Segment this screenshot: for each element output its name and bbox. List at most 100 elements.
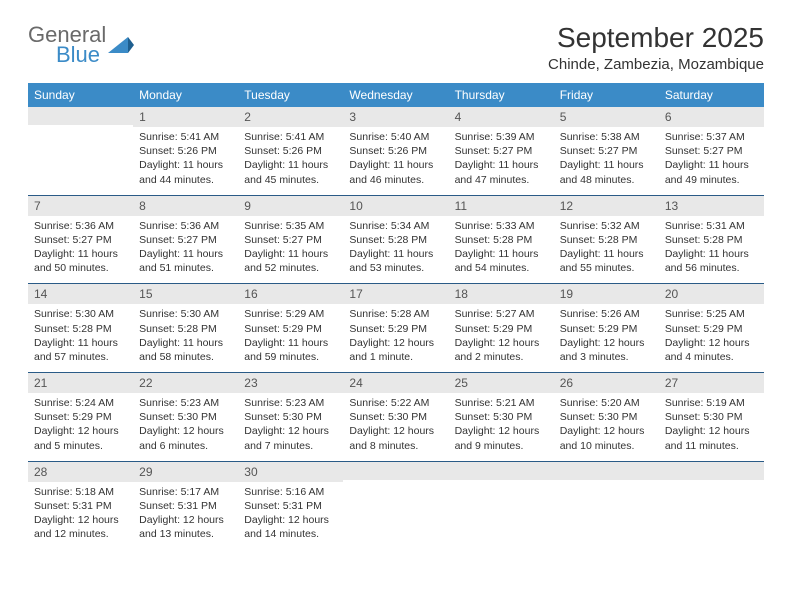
calendar-week-row: 28Sunrise: 5:18 AMSunset: 5:31 PMDayligh… xyxy=(28,461,764,549)
weekday-header: Friday xyxy=(554,83,659,107)
day-number-empty xyxy=(659,462,764,480)
calendar-day-cell: 18Sunrise: 5:27 AMSunset: 5:29 PMDayligh… xyxy=(449,284,554,373)
day-body-empty xyxy=(449,480,554,532)
day-number: 1 xyxy=(133,107,238,127)
calendar-day-cell: 6Sunrise: 5:37 AMSunset: 5:27 PMDaylight… xyxy=(659,107,764,195)
day-number: 9 xyxy=(238,196,343,216)
day-number: 23 xyxy=(238,373,343,393)
calendar-day-cell xyxy=(554,461,659,549)
day-body: Sunrise: 5:37 AMSunset: 5:27 PMDaylight:… xyxy=(659,127,764,195)
calendar-day-cell: 3Sunrise: 5:40 AMSunset: 5:26 PMDaylight… xyxy=(343,107,448,195)
calendar-day-cell: 22Sunrise: 5:23 AMSunset: 5:30 PMDayligh… xyxy=(133,373,238,462)
day-body: Sunrise: 5:26 AMSunset: 5:29 PMDaylight:… xyxy=(554,304,659,372)
calendar-day-cell: 13Sunrise: 5:31 AMSunset: 5:28 PMDayligh… xyxy=(659,195,764,284)
day-number: 28 xyxy=(28,462,133,482)
logo: General Blue xyxy=(28,22,134,68)
calendar-week-row: 7Sunrise: 5:36 AMSunset: 5:27 PMDaylight… xyxy=(28,195,764,284)
day-number: 29 xyxy=(133,462,238,482)
calendar-day-cell: 30Sunrise: 5:16 AMSunset: 5:31 PMDayligh… xyxy=(238,461,343,549)
day-body: Sunrise: 5:41 AMSunset: 5:26 PMDaylight:… xyxy=(133,127,238,195)
calendar-week-row: 14Sunrise: 5:30 AMSunset: 5:28 PMDayligh… xyxy=(28,284,764,373)
calendar-day-cell: 28Sunrise: 5:18 AMSunset: 5:31 PMDayligh… xyxy=(28,461,133,549)
title-block: September 2025 Chinde, Zambezia, Mozambi… xyxy=(548,22,764,73)
month-title: September 2025 xyxy=(548,22,764,54)
calendar-day-cell: 4Sunrise: 5:39 AMSunset: 5:27 PMDaylight… xyxy=(449,107,554,195)
day-number: 3 xyxy=(343,107,448,127)
day-number: 18 xyxy=(449,284,554,304)
calendar-day-cell: 9Sunrise: 5:35 AMSunset: 5:27 PMDaylight… xyxy=(238,195,343,284)
day-body: Sunrise: 5:20 AMSunset: 5:30 PMDaylight:… xyxy=(554,393,659,461)
day-body: Sunrise: 5:36 AMSunset: 5:27 PMDaylight:… xyxy=(28,216,133,284)
calendar-day-cell: 19Sunrise: 5:26 AMSunset: 5:29 PMDayligh… xyxy=(554,284,659,373)
day-body: Sunrise: 5:32 AMSunset: 5:28 PMDaylight:… xyxy=(554,216,659,284)
day-body: Sunrise: 5:17 AMSunset: 5:31 PMDaylight:… xyxy=(133,482,238,550)
day-number: 11 xyxy=(449,196,554,216)
calendar-day-cell: 25Sunrise: 5:21 AMSunset: 5:30 PMDayligh… xyxy=(449,373,554,462)
logo-text-blue: Blue xyxy=(56,42,106,68)
day-number: 8 xyxy=(133,196,238,216)
calendar-day-cell: 7Sunrise: 5:36 AMSunset: 5:27 PMDaylight… xyxy=(28,195,133,284)
day-body: Sunrise: 5:38 AMSunset: 5:27 PMDaylight:… xyxy=(554,127,659,195)
calendar-day-cell xyxy=(343,461,448,549)
calendar-day-cell: 2Sunrise: 5:41 AMSunset: 5:26 PMDaylight… xyxy=(238,107,343,195)
day-number: 24 xyxy=(343,373,448,393)
calendar-day-cell: 29Sunrise: 5:17 AMSunset: 5:31 PMDayligh… xyxy=(133,461,238,549)
day-number-empty xyxy=(28,107,133,125)
calendar-week-row: 1Sunrise: 5:41 AMSunset: 5:26 PMDaylight… xyxy=(28,107,764,195)
day-body: Sunrise: 5:31 AMSunset: 5:28 PMDaylight:… xyxy=(659,216,764,284)
logo-triangle-icon xyxy=(108,35,134,55)
day-number: 2 xyxy=(238,107,343,127)
day-body-empty xyxy=(659,480,764,532)
calendar-day-cell: 11Sunrise: 5:33 AMSunset: 5:28 PMDayligh… xyxy=(449,195,554,284)
day-number-empty xyxy=(554,462,659,480)
weekday-header: Tuesday xyxy=(238,83,343,107)
day-body: Sunrise: 5:23 AMSunset: 5:30 PMDaylight:… xyxy=(133,393,238,461)
day-number: 12 xyxy=(554,196,659,216)
day-body: Sunrise: 5:21 AMSunset: 5:30 PMDaylight:… xyxy=(449,393,554,461)
day-number: 20 xyxy=(659,284,764,304)
day-body: Sunrise: 5:33 AMSunset: 5:28 PMDaylight:… xyxy=(449,216,554,284)
day-body: Sunrise: 5:34 AMSunset: 5:28 PMDaylight:… xyxy=(343,216,448,284)
calendar-day-cell xyxy=(449,461,554,549)
weekday-header: Wednesday xyxy=(343,83,448,107)
calendar-day-cell xyxy=(28,107,133,195)
day-body: Sunrise: 5:41 AMSunset: 5:26 PMDaylight:… xyxy=(238,127,343,195)
calendar-day-cell: 24Sunrise: 5:22 AMSunset: 5:30 PMDayligh… xyxy=(343,373,448,462)
calendar-day-cell: 17Sunrise: 5:28 AMSunset: 5:29 PMDayligh… xyxy=(343,284,448,373)
day-number: 5 xyxy=(554,107,659,127)
day-body: Sunrise: 5:18 AMSunset: 5:31 PMDaylight:… xyxy=(28,482,133,550)
weekday-header: Monday xyxy=(133,83,238,107)
day-number: 21 xyxy=(28,373,133,393)
day-body-empty xyxy=(343,480,448,532)
calendar-day-cell: 1Sunrise: 5:41 AMSunset: 5:26 PMDaylight… xyxy=(133,107,238,195)
day-body: Sunrise: 5:19 AMSunset: 5:30 PMDaylight:… xyxy=(659,393,764,461)
day-body: Sunrise: 5:23 AMSunset: 5:30 PMDaylight:… xyxy=(238,393,343,461)
day-number: 7 xyxy=(28,196,133,216)
calendar-week-row: 21Sunrise: 5:24 AMSunset: 5:29 PMDayligh… xyxy=(28,373,764,462)
calendar-day-cell: 12Sunrise: 5:32 AMSunset: 5:28 PMDayligh… xyxy=(554,195,659,284)
day-number-empty xyxy=(343,462,448,480)
calendar-day-cell: 15Sunrise: 5:30 AMSunset: 5:28 PMDayligh… xyxy=(133,284,238,373)
weekday-header: Saturday xyxy=(659,83,764,107)
day-body: Sunrise: 5:30 AMSunset: 5:28 PMDaylight:… xyxy=(28,304,133,372)
calendar-day-cell: 26Sunrise: 5:20 AMSunset: 5:30 PMDayligh… xyxy=(554,373,659,462)
calendar-table: SundayMondayTuesdayWednesdayThursdayFrid… xyxy=(28,83,764,549)
day-number: 14 xyxy=(28,284,133,304)
day-body: Sunrise: 5:24 AMSunset: 5:29 PMDaylight:… xyxy=(28,393,133,461)
day-body: Sunrise: 5:29 AMSunset: 5:29 PMDaylight:… xyxy=(238,304,343,372)
calendar-day-cell: 14Sunrise: 5:30 AMSunset: 5:28 PMDayligh… xyxy=(28,284,133,373)
day-number: 30 xyxy=(238,462,343,482)
day-number: 15 xyxy=(133,284,238,304)
day-number: 19 xyxy=(554,284,659,304)
day-body: Sunrise: 5:36 AMSunset: 5:27 PMDaylight:… xyxy=(133,216,238,284)
day-body: Sunrise: 5:16 AMSunset: 5:31 PMDaylight:… xyxy=(238,482,343,550)
page-header: General Blue September 2025 Chinde, Zamb… xyxy=(28,22,764,73)
calendar-day-cell: 27Sunrise: 5:19 AMSunset: 5:30 PMDayligh… xyxy=(659,373,764,462)
weekday-header: Thursday xyxy=(449,83,554,107)
day-body: Sunrise: 5:35 AMSunset: 5:27 PMDaylight:… xyxy=(238,216,343,284)
day-body: Sunrise: 5:39 AMSunset: 5:27 PMDaylight:… xyxy=(449,127,554,195)
day-body: Sunrise: 5:30 AMSunset: 5:28 PMDaylight:… xyxy=(133,304,238,372)
day-body: Sunrise: 5:25 AMSunset: 5:29 PMDaylight:… xyxy=(659,304,764,372)
day-number: 27 xyxy=(659,373,764,393)
day-number: 16 xyxy=(238,284,343,304)
